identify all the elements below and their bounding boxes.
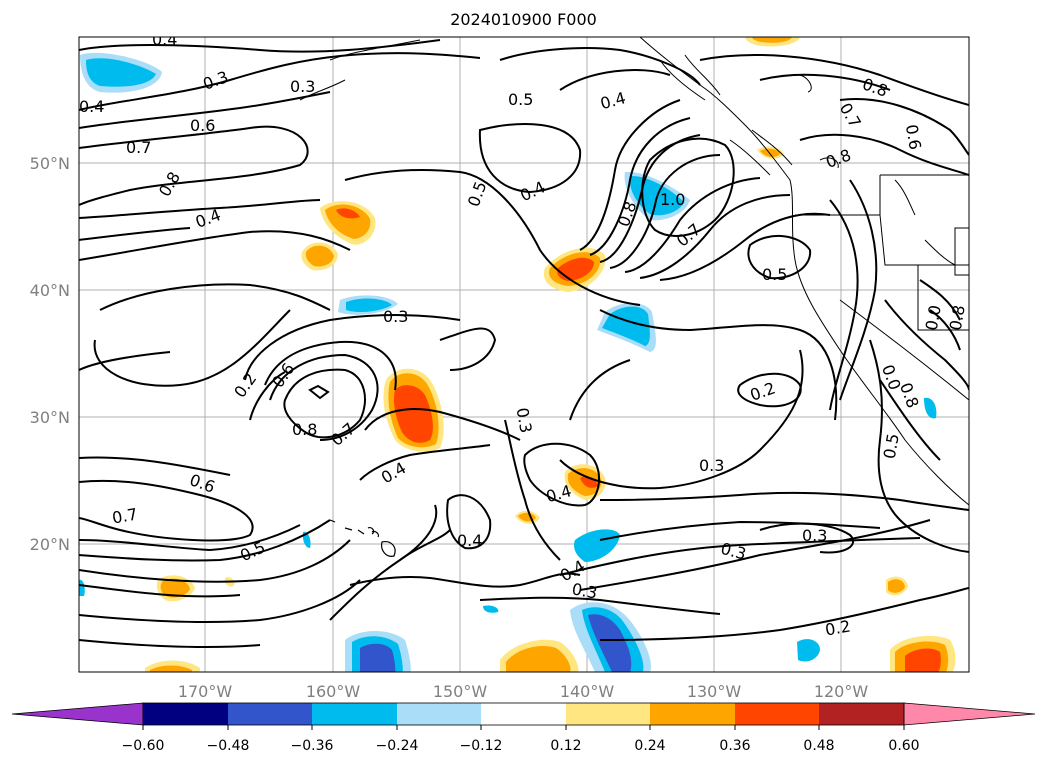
positive-anomaly-fills (145, 37, 956, 672)
hawaiian-islands (329, 519, 396, 557)
contour-label: 0.3 (699, 456, 724, 475)
colorbar-swatch (819, 703, 904, 725)
contour-label: 0.3 (802, 526, 827, 545)
colorbar-tick-label: 0.24 (634, 738, 665, 754)
lon-label: 150°W (433, 682, 488, 701)
contour-lines (79, 39, 969, 649)
colorbar-tick-label: −0.48 (207, 738, 250, 754)
colorbar-tick-label: 0.12 (550, 738, 581, 754)
lat-label: 20°N (30, 535, 70, 554)
lon-label: 170°W (178, 682, 233, 701)
colorbar-swatch (228, 703, 312, 725)
contour-label: 0.5 (508, 90, 533, 109)
colorbar-tick-label: −0.24 (376, 738, 419, 754)
contour-label: 0.2 (824, 616, 852, 639)
colorbar-swatch (735, 703, 819, 725)
colorbar-swatch (481, 703, 566, 725)
lon-label: 130°W (687, 682, 742, 701)
longitude-labels: 170°W 160°W 150°W 140°W 130°W 120°W (178, 682, 869, 701)
map-area: 0.4 0.3 0.3 0.4 0.6 0.7 0.8 0.4 0.5 0.4 … (79, 30, 969, 672)
colorbar-tick-label: −0.36 (291, 738, 334, 754)
contour-label: 0.3 (383, 307, 408, 326)
contour-label: 0.7 (111, 504, 139, 527)
contour-label: 0.4 (79, 97, 104, 116)
colorbar-tick-label: 0.60 (888, 738, 919, 754)
map-title: 2024010900 F000 (450, 10, 597, 29)
colorbar-tick-label: −0.12 (460, 738, 503, 754)
latitude-labels: 50°N 40°N 30°N 20°N (30, 154, 70, 554)
contour-label: 0.6 (902, 123, 925, 151)
colorbar-tick-label: −0.60 (122, 738, 165, 754)
colorbar-swatch (650, 703, 735, 725)
lon-label: 160°W (306, 682, 361, 701)
coastlines (299, 37, 969, 506)
contour-label: 0.6 (190, 116, 215, 135)
contour-label: 0.5 (762, 265, 787, 284)
contour-label: 0.0 (922, 304, 945, 332)
contour-label: 0.7 (126, 138, 151, 157)
contour-label: 0.4 (457, 531, 482, 550)
contour-label: 0.3 (570, 579, 598, 602)
colorbar-left-extend (11, 702, 144, 726)
contour-label: 0.8 (946, 304, 969, 332)
contour-label: 1.0 (660, 190, 685, 209)
colorbar-swatch (312, 703, 397, 725)
contour-label: 0.3 (513, 406, 536, 434)
colorbar-right-extend (903, 702, 1036, 726)
colorbar-tick-label: 0.48 (803, 738, 834, 754)
contour-label: 0.5 (880, 432, 903, 460)
colorbar-swatch (143, 703, 228, 725)
contour-label: 0.4 (152, 30, 177, 49)
lat-label: 50°N (30, 154, 70, 173)
colorbar-swatch (566, 703, 650, 725)
lon-label: 140°W (560, 682, 615, 701)
lon-label: 120°W (814, 682, 869, 701)
colorbar-swatch (397, 703, 481, 725)
lat-label: 40°N (30, 281, 70, 300)
lat-label: 30°N (30, 408, 70, 427)
contour-label: 0.3 (290, 77, 315, 96)
colorbar: −0.60 −0.48 −0.36 −0.24 −0.12 0.12 0.24 … (11, 702, 1036, 754)
colorbar-tick-label: 0.36 (719, 738, 750, 754)
contour-label: 0.8 (292, 420, 317, 439)
map-frame (78, 36, 970, 673)
